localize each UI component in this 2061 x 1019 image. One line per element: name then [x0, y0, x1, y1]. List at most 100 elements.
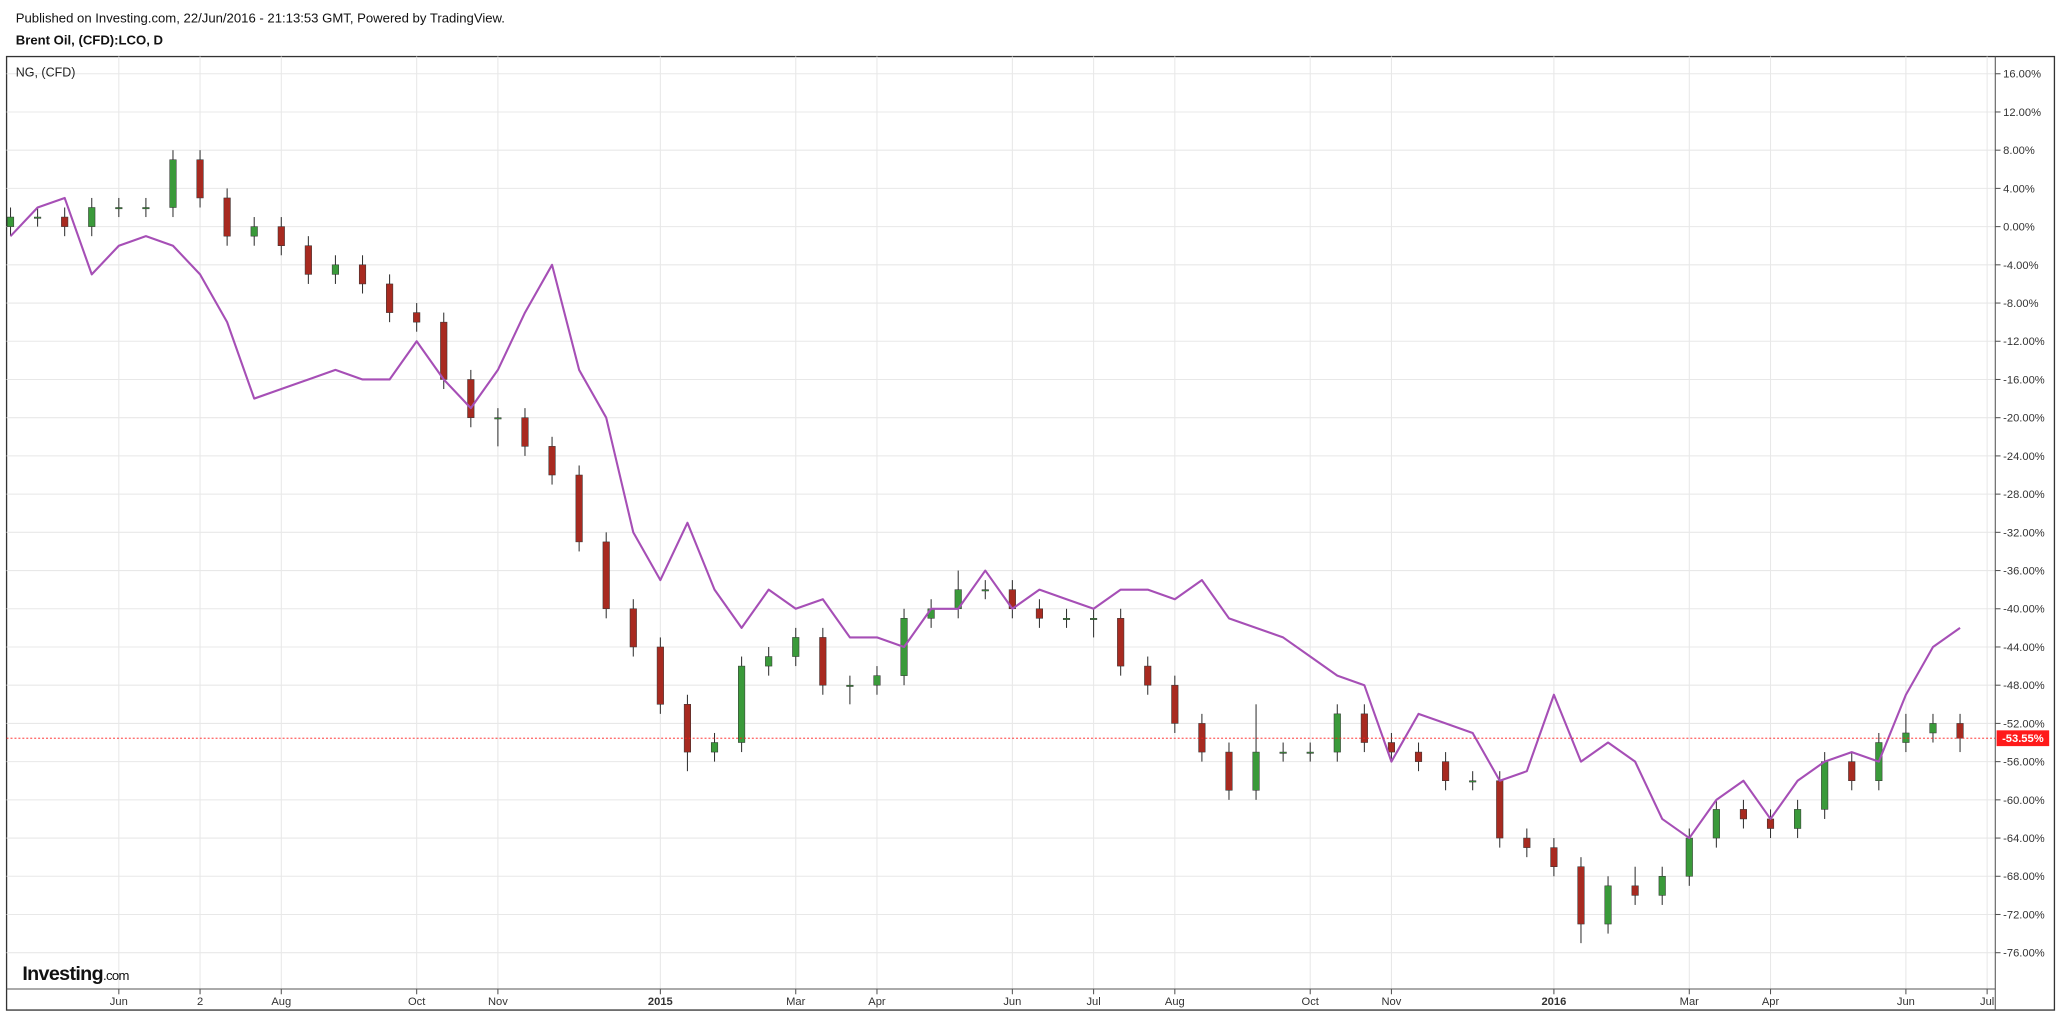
- candle-body: [1252, 751, 1260, 791]
- candle-body: [1956, 723, 1964, 739]
- y-tick-label: -40.00%: [2003, 604, 2045, 616]
- y-tick-label: -56.00%: [2003, 757, 2045, 769]
- candle-body: [142, 207, 150, 210]
- logo: Investing.com: [22, 963, 129, 985]
- y-tick-label: -12.00%: [2003, 336, 2045, 348]
- x-tick-label: Aug: [1165, 996, 1185, 1008]
- x-tick-label: Apr: [1762, 996, 1780, 1008]
- candle-body: [1062, 618, 1071, 620]
- y-tick-label: -28.00%: [2003, 489, 2045, 501]
- candle-body: [846, 684, 854, 687]
- x-tick-label: Oct: [1302, 996, 1320, 1008]
- candle-body: [250, 226, 258, 237]
- candle-body: [629, 608, 637, 648]
- candle-body: [1902, 732, 1910, 743]
- x-tick-label: Nov: [488, 996, 508, 1008]
- candle-body: [88, 207, 96, 227]
- candle-body: [1090, 618, 1098, 620]
- candle-body: [1387, 742, 1395, 753]
- plot: [6, 150, 1964, 944]
- x-tick-label: Mar: [786, 996, 805, 1008]
- candle-body: [548, 446, 556, 476]
- candle-body: [1442, 761, 1450, 781]
- y-tick-label: -76.00%: [2003, 948, 2045, 960]
- candle-body: [1658, 876, 1666, 896]
- candle-body: [1469, 780, 1477, 783]
- candle-body: [304, 245, 312, 275]
- candle-body: [1523, 837, 1531, 848]
- x-tick-label: Jul: [1086, 996, 1100, 1008]
- candle-body: [710, 742, 719, 753]
- candle-body: [1550, 847, 1558, 867]
- candle-body: [1848, 761, 1856, 781]
- y-tick-label: -8.00%: [2003, 298, 2038, 310]
- candle-body: [1171, 684, 1179, 724]
- x-tick-label: Jun: [110, 996, 128, 1008]
- candle-body: [1035, 608, 1043, 619]
- x-tick-label: Apr: [868, 996, 886, 1008]
- candle-body: [521, 417, 529, 447]
- x-tick-label: Nov: [1382, 996, 1402, 1008]
- candle-body: [738, 665, 746, 743]
- y-tick-label: 4.00%: [2003, 183, 2035, 195]
- x-tick-label: 2015: [648, 996, 673, 1008]
- y-tick-label: -20.00%: [2003, 413, 2045, 425]
- candle-body: [277, 226, 285, 246]
- candle-body: [494, 417, 502, 420]
- x-tick-label: Aug: [271, 996, 291, 1008]
- x-tick-label: Jul: [1980, 996, 1994, 1008]
- candle-body: [1225, 751, 1233, 791]
- candle-body: [819, 637, 827, 686]
- candle-body: [981, 589, 989, 592]
- last-value-label: -53.55%: [2002, 733, 2044, 745]
- y-tick-label: 0.00%: [2003, 222, 2035, 234]
- candle-body: [656, 646, 664, 705]
- candle-body: [331, 264, 339, 275]
- candle-body: [1821, 761, 1829, 810]
- candle-body: [467, 379, 475, 418]
- x-tick-label: Mar: [1680, 996, 1699, 1008]
- y-tick-label: -72.00%: [2003, 909, 2045, 921]
- candle-body: [1631, 885, 1639, 896]
- candle-body: [683, 704, 691, 753]
- y-tick-label: -68.00%: [2003, 871, 2045, 883]
- frame: [5, 55, 2056, 1011]
- line: [9, 196, 1961, 840]
- x-tick-label: Jun: [1003, 996, 1021, 1008]
- y-tick-label: -44.00%: [2003, 642, 2045, 654]
- grid: [6, 56, 1996, 990]
- legend-entry: NG, (CFD): [16, 65, 76, 79]
- candle-body: [1577, 866, 1585, 925]
- candle-body: [1144, 665, 1152, 686]
- candle-body: [1929, 723, 1937, 734]
- candle-body: [792, 637, 800, 657]
- x-tick-label: Jun: [1897, 996, 1915, 1008]
- candle-body: [413, 312, 421, 323]
- y-tick-label: 16.00%: [2003, 69, 2041, 81]
- candle-body: [223, 197, 231, 237]
- candle-body: [169, 159, 177, 208]
- candle-body: [34, 216, 42, 219]
- candle-body: [1766, 818, 1775, 829]
- candle-body: [358, 264, 367, 285]
- y-tick-label: -32.00%: [2003, 527, 2045, 539]
- candle-body: [765, 656, 773, 667]
- y-tick-label: -4.00%: [2003, 260, 2038, 272]
- candle-body: [1604, 885, 1612, 925]
- y-tick-label: 8.00%: [2003, 145, 2035, 157]
- y-tick-label: -36.00%: [2003, 565, 2045, 577]
- logo-name: Investing: [22, 963, 103, 985]
- candle-body: [1712, 809, 1720, 839]
- last-value-box: [1996, 730, 2050, 747]
- candle-body: [196, 159, 204, 199]
- candle-body: [1414, 751, 1423, 762]
- y-tick-label: -52.00%: [2003, 718, 2045, 730]
- y-tick-label: -48.00%: [2003, 680, 2045, 692]
- candle-body: [1117, 618, 1125, 667]
- candle-body: [1279, 751, 1287, 754]
- candle-body: [115, 207, 123, 210]
- candle-body: [602, 541, 610, 610]
